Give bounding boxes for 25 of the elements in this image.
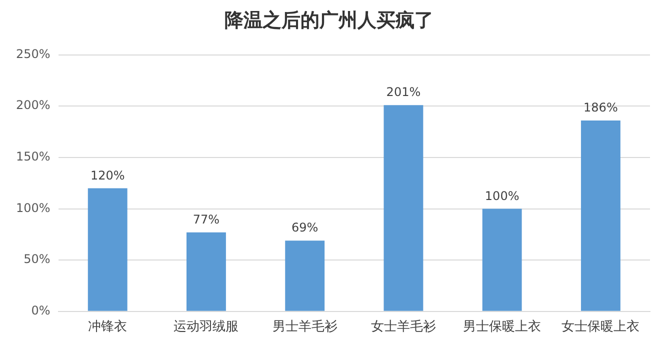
bar [88,188,128,311]
bar [384,105,424,311]
y-tick-label: 250% [16,46,50,61]
data-label: 77% [192,212,220,226]
bar [285,240,325,311]
data-label: 201% [386,85,421,100]
x-tick-label: 运动羽绒服 [174,320,239,335]
x-tick-label: 男士保暖上衣 [463,320,542,335]
x-tick-label: 女士保暖上衣 [562,320,640,335]
y-tick-label: 100% [16,200,50,215]
x-tick-label: 冲锋衣 [88,320,128,335]
bar [186,232,226,311]
y-tick-label: 200% [16,98,50,112]
data-label: 69% [292,220,318,235]
data-label: 120% [90,168,125,182]
x-tick-label: 男士羊毛衫 [272,320,338,335]
bar [482,208,522,311]
data-label: 100% [484,188,520,203]
y-tick-label: 150% [16,150,50,164]
chart-title: 降温之后的广州人买疯了 [224,9,434,32]
bar [580,120,620,311]
data-label: 186% [584,100,618,115]
y-tick-label: 50% [24,252,50,266]
x-tick-label: 女士羊毛衫 [370,320,436,335]
y-tick-label: 0% [31,304,50,318]
